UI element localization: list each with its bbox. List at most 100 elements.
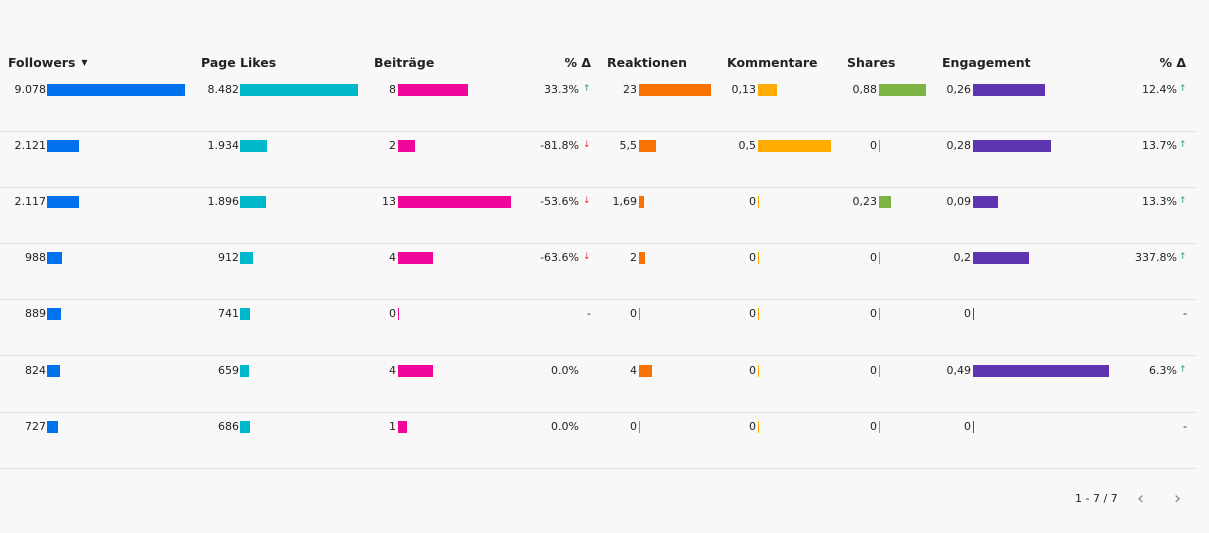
header-beitraege[interactable]: Beiträge bbox=[374, 55, 435, 70]
row-divider bbox=[0, 131, 1195, 132]
table-row[interactable]: 824 659 4 4 0 0 0,49 0.0% 6.3% ↑ bbox=[0, 364, 1195, 427]
engagement-bar bbox=[973, 252, 1029, 265]
delta-1-value: - bbox=[587, 307, 591, 321]
reaktionen-bar bbox=[639, 308, 640, 321]
beitraege-value: 4 bbox=[389, 363, 396, 377]
kommentare-bar bbox=[758, 308, 759, 321]
table-row[interactable]: 988 912 4 2 0 0 0,2 -63.6% ↓ 337.8% ↑ bbox=[0, 251, 1195, 314]
reaktionen-value: 1,69 bbox=[612, 195, 638, 209]
table-row[interactable]: 2.121 1.934 2 5,5 0,5 0 0,28 -81.8% ↓ 13.7% ↑ bbox=[0, 139, 1195, 202]
beitraege-bar bbox=[398, 252, 433, 265]
beitraege-value: 13 bbox=[382, 195, 396, 209]
delta-2-value: - bbox=[1183, 307, 1187, 321]
header-followers[interactable]: Followers ▼ bbox=[8, 55, 88, 70]
beitraege-value: 0 bbox=[389, 307, 396, 321]
shares-value: 0 bbox=[870, 139, 877, 153]
beitraege-value: 4 bbox=[389, 251, 396, 265]
reaktionen-value: 0 bbox=[630, 307, 637, 321]
table-row[interactable]: 889 741 0 0 0 0 0 - - bbox=[0, 307, 1195, 370]
kommentare-bar bbox=[758, 252, 759, 265]
page-likes-value: 686 bbox=[218, 419, 239, 433]
chevron-right-icon[interactable]: › bbox=[1174, 488, 1182, 509]
kommentare-bar bbox=[758, 420, 759, 433]
arrow-down-icon: ↓ bbox=[583, 140, 591, 151]
arrow-down-icon: ↓ bbox=[583, 252, 591, 263]
page-likes-bar bbox=[240, 364, 250, 377]
engagement-bar bbox=[973, 420, 974, 433]
beitraege-bar bbox=[398, 196, 511, 209]
chevron-left-icon[interactable]: ‹ bbox=[1137, 488, 1145, 509]
beitraege-value: 8 bbox=[389, 83, 396, 96]
reaktionen-bar bbox=[639, 84, 711, 96]
shares-value: 0 bbox=[870, 363, 877, 377]
shares-value: 0,23 bbox=[852, 195, 878, 209]
followers-bar bbox=[47, 196, 80, 209]
engagement-value: 0,26 bbox=[946, 83, 972, 96]
shares-value: 0 bbox=[870, 251, 877, 265]
delta-2-value: 13.7% bbox=[1142, 139, 1177, 153]
beitraege-bar bbox=[398, 84, 468, 96]
header-page-likes[interactable]: Page Likes bbox=[201, 55, 277, 70]
reaktionen-value: 2 bbox=[630, 251, 637, 265]
shares-value: 0,88 bbox=[852, 83, 878, 96]
shares-bar bbox=[879, 420, 880, 433]
row-divider bbox=[0, 411, 1195, 413]
delta-1-value: 33.3% bbox=[544, 83, 579, 96]
followers-value: 889 bbox=[25, 307, 46, 321]
arrow-up-icon: ↑ bbox=[583, 84, 591, 94]
page-likes-value: 912 bbox=[218, 251, 239, 265]
delta-1-value: -63.6% bbox=[540, 251, 579, 265]
header-delta-1[interactable]: % Δ bbox=[564, 55, 591, 70]
row-divider bbox=[0, 299, 1195, 301]
engagement-value: 0,28 bbox=[946, 139, 972, 153]
kommentare-value: 0 bbox=[749, 195, 756, 209]
reaktionen-bar bbox=[639, 252, 646, 265]
followers-bar bbox=[47, 420, 59, 433]
table-row[interactable]: 9.078 8.482 8 23 0,13 0,88 0,26 33.3% ↑ 12.4% ↑ bbox=[0, 83, 1195, 146]
followers-value: 2.117 bbox=[14, 195, 47, 209]
kommentare-bar bbox=[758, 196, 759, 209]
kommentare-bar bbox=[758, 364, 759, 377]
followers-bar bbox=[47, 364, 60, 377]
kommentare-value: 0,13 bbox=[731, 83, 757, 96]
shares-bar bbox=[879, 196, 892, 209]
header-kommentare[interactable]: Kommentare bbox=[727, 55, 818, 70]
page-likes-value: 1.934 bbox=[207, 139, 240, 153]
delta-2-value: 337.8% bbox=[1135, 251, 1177, 265]
engagement-value: 0 bbox=[964, 307, 971, 321]
row-divider bbox=[0, 187, 1195, 189]
page-likes-value: 1.896 bbox=[207, 195, 240, 209]
arrow-up-icon: ↑ bbox=[1179, 364, 1187, 375]
table-row[interactable]: 727 686 1 0 0 0 0 0.0% - bbox=[0, 420, 1195, 483]
reaktionen-value: 23 bbox=[623, 83, 637, 96]
shares-value: 0 bbox=[870, 419, 877, 433]
followers-value: 824 bbox=[25, 363, 46, 377]
delta-2-value: - bbox=[1183, 419, 1187, 433]
reaktionen-value: 4 bbox=[630, 363, 637, 377]
engagement-bar bbox=[973, 364, 1109, 377]
beitraege-value: 2 bbox=[389, 139, 396, 153]
beitraege-bar bbox=[398, 140, 416, 153]
shares-bar bbox=[879, 84, 926, 96]
header-engagement[interactable]: Engagement bbox=[942, 55, 1031, 70]
shares-value: 0 bbox=[870, 307, 877, 321]
header-shares[interactable]: Shares bbox=[847, 55, 896, 70]
arrow-up-icon: ↑ bbox=[1179, 196, 1187, 207]
followers-value: 9.078 bbox=[14, 83, 47, 96]
table-row[interactable]: 2.117 1.896 13 1,69 0 0,23 0,09 -53.6% ↓ 13.3% ↑ bbox=[0, 195, 1195, 258]
header-delta-2[interactable]: % Δ bbox=[1159, 55, 1186, 70]
shares-bar bbox=[879, 252, 880, 265]
engagement-value: 0,49 bbox=[946, 363, 972, 377]
header-reaktionen[interactable]: Reaktionen bbox=[607, 55, 687, 70]
sort-desc-icon[interactable]: ▼ bbox=[81, 58, 88, 67]
shares-bar bbox=[879, 140, 880, 153]
followers-bar bbox=[47, 308, 61, 321]
engagement-bar bbox=[973, 84, 1046, 96]
delta-2-value: 12.4% bbox=[1142, 83, 1177, 96]
reaktionen-bar bbox=[639, 420, 640, 433]
delta-2-value: 6.3% bbox=[1149, 363, 1177, 377]
shares-bar bbox=[879, 364, 880, 377]
pagination-label: 1 - 7 / 7 bbox=[1075, 492, 1118, 505]
kommentare-value: 0 bbox=[749, 419, 756, 433]
arrow-down-icon: ↓ bbox=[583, 196, 591, 207]
